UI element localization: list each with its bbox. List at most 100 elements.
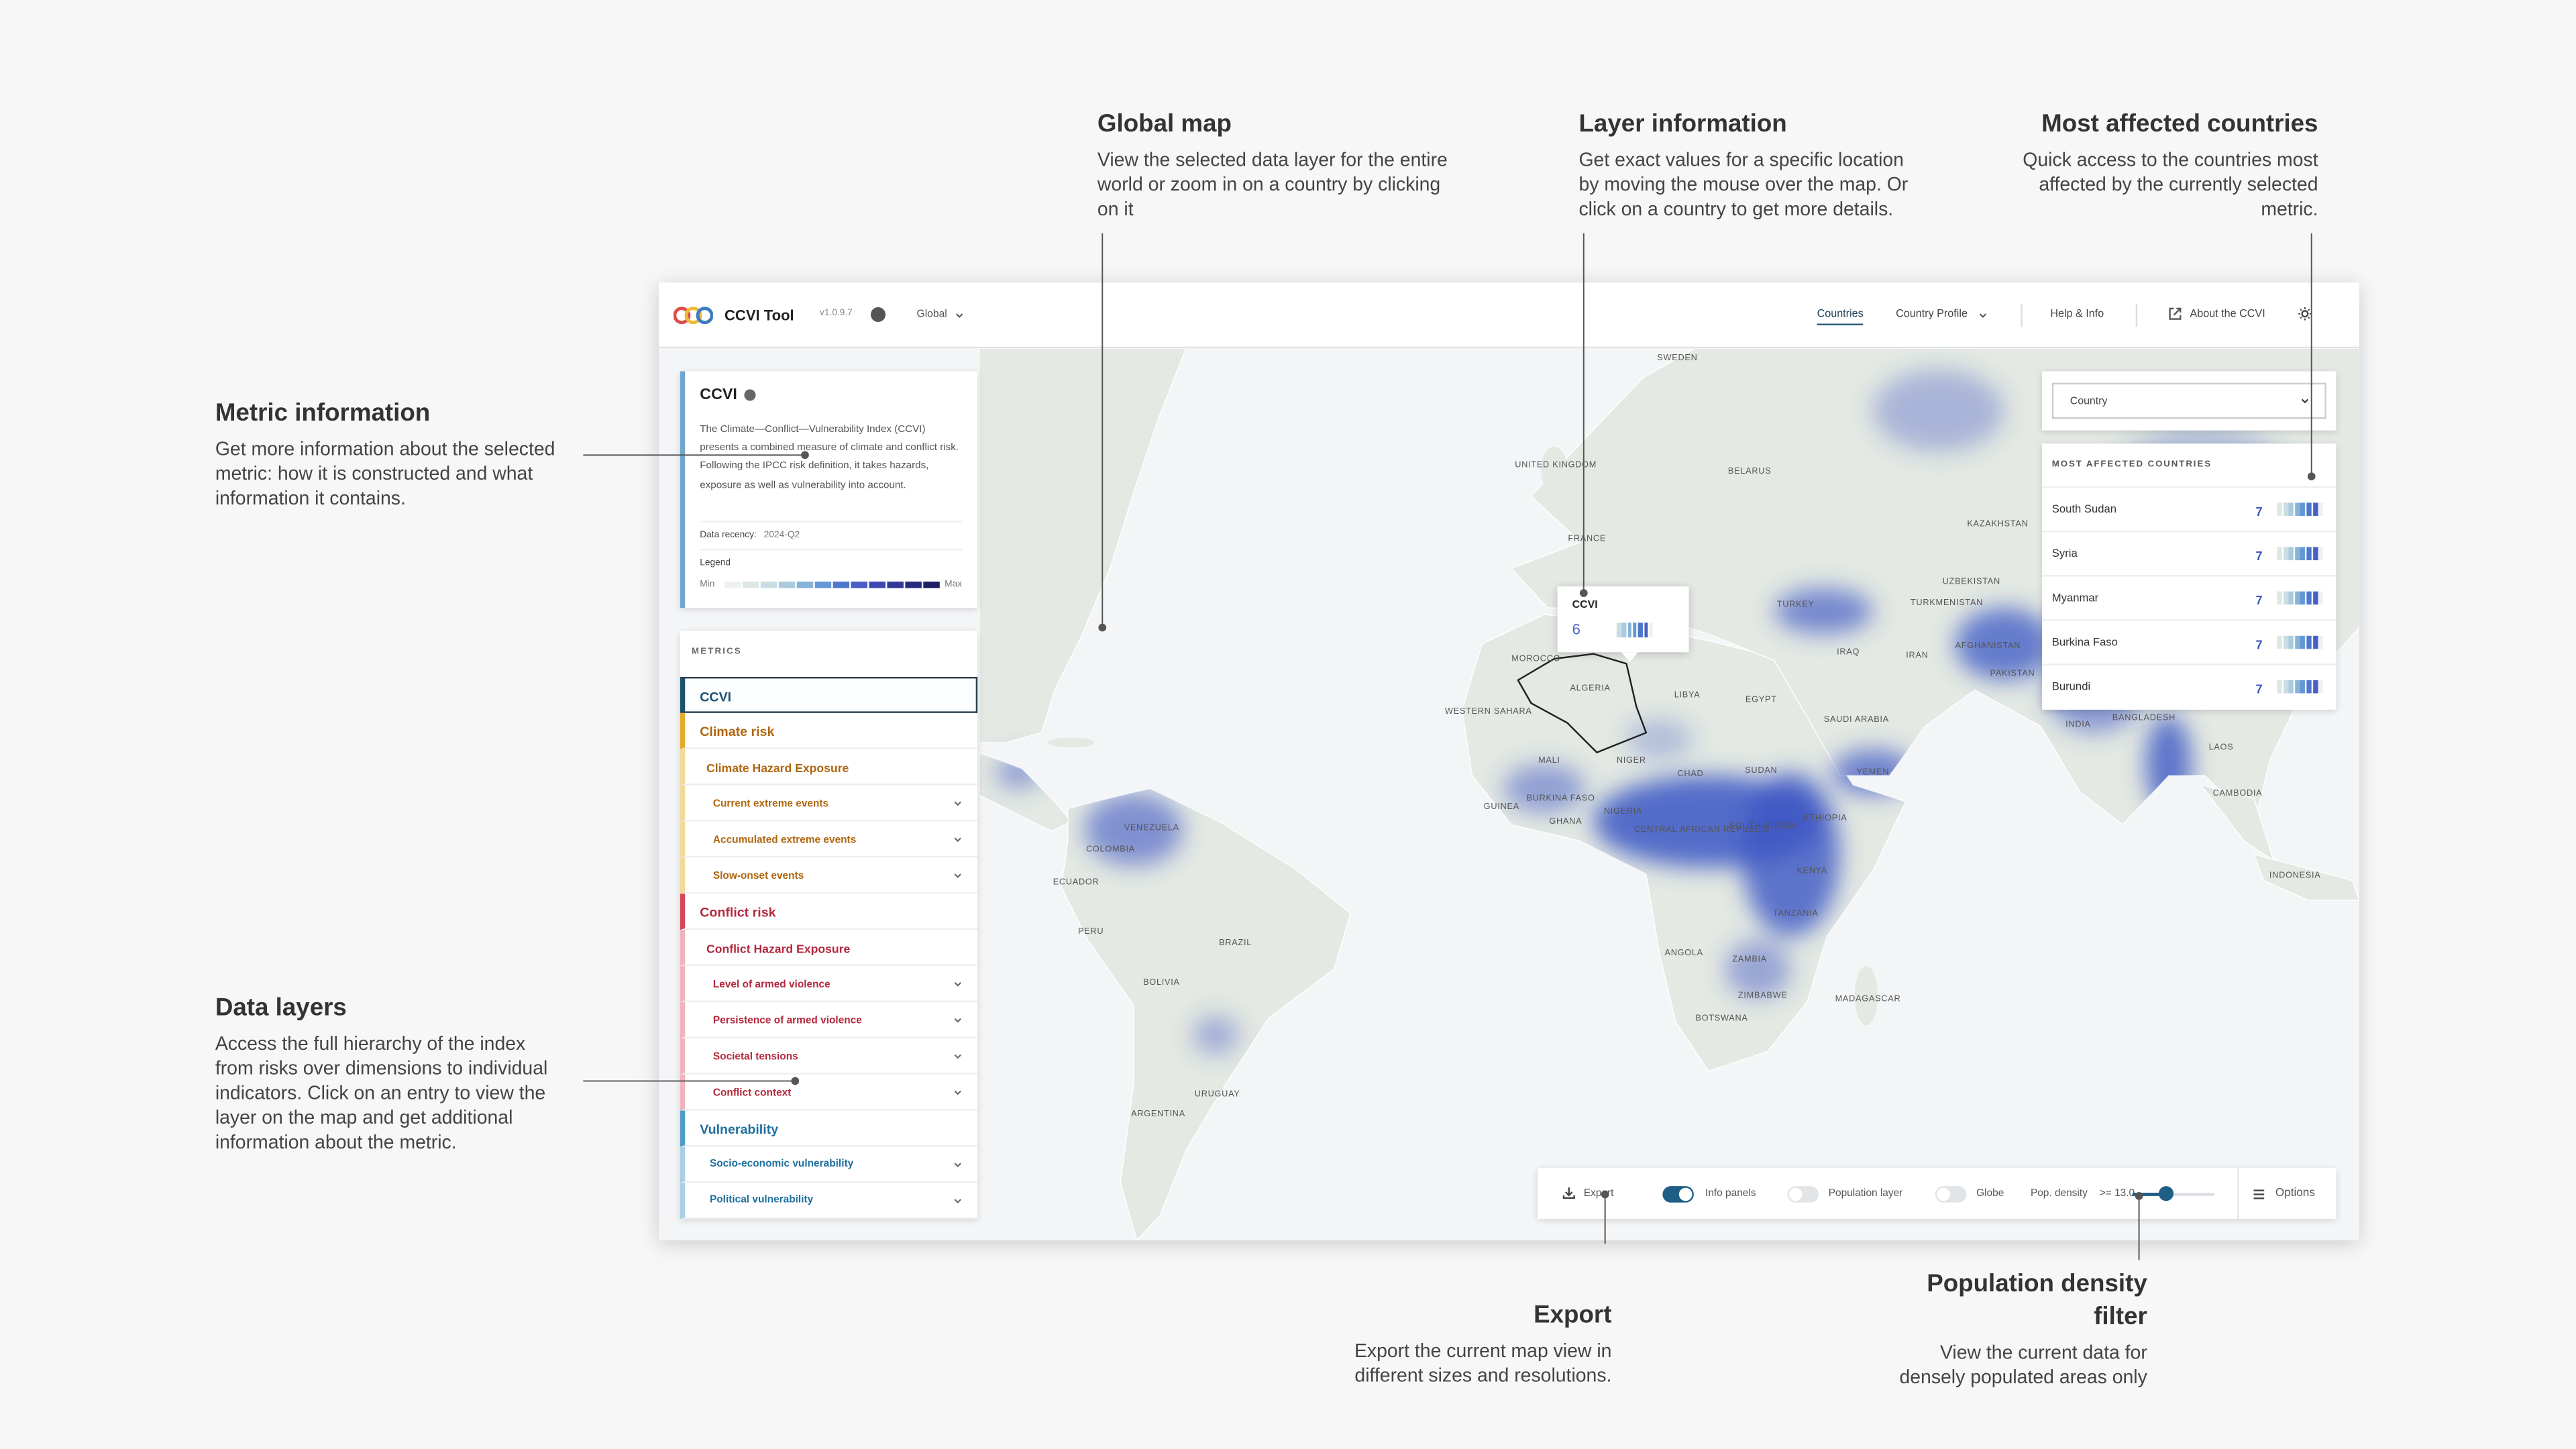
map-label: LAOS [2209, 742, 2234, 752]
metric-item[interactable]: Persistence of armed violence [680, 1002, 978, 1038]
slider-label: Pop. density [2030, 1187, 2088, 1199]
chevron-icon [954, 1054, 961, 1059]
legend-swatch [905, 581, 922, 588]
metric-item-label: Socio-economic vulnerability [709, 1157, 854, 1169]
value-cell [2312, 502, 2318, 516]
metric-item-label: Political vulnerability [709, 1193, 814, 1205]
tooltip-value: 6 [1572, 621, 1580, 638]
hotspot [1503, 763, 1586, 814]
chevron-path [954, 837, 961, 843]
metric-item[interactable]: Vulnerability [680, 1110, 978, 1147]
app-name: CCVI Tool [724, 307, 794, 324]
annotation: Data layers Access the full hierarchy of … [215, 992, 569, 1155]
toggle-label: Info panels [1705, 1187, 1756, 1199]
metric-item[interactable]: Conflict Hazard Exposure [680, 930, 978, 967]
metric-title: CCVI [700, 386, 737, 405]
export-button[interactable]: Export [1583, 1187, 1614, 1199]
value-cell [2277, 547, 2282, 561]
toggle[interactable] [1662, 1185, 1694, 1202]
annotation-title: Global map [1097, 110, 1232, 138]
map-label: KAZAKHSTAN [1967, 519, 2028, 529]
country-row[interactable]: Syria 7 [2042, 531, 2337, 575]
info-circle [870, 307, 886, 323]
country-select-panel: Country [2042, 371, 2337, 431]
land-shape [1061, 788, 1351, 1240]
theme-toggle[interactable] [2298, 307, 2312, 321]
nav-link[interactable]: Country Profile [1896, 309, 1968, 321]
country-row[interactable]: South Sudan 7 [2042, 486, 2337, 531]
value-cell [1633, 623, 1638, 638]
metric-item[interactable]: CCVI [680, 676, 978, 713]
tooltip-pointer [1621, 652, 1638, 662]
options-button[interactable]: Options [2275, 1187, 2315, 1199]
metric-item[interactable]: Socio-economic vulnerability [680, 1146, 978, 1183]
info-icon [744, 389, 756, 401]
country-row[interactable]: Burundi 7 [2042, 663, 2337, 708]
country-row[interactable]: Myanmar 7 [2042, 575, 2337, 619]
map-label: BRAZIL [1219, 937, 1252, 947]
chevron-icon [2301, 398, 2309, 404]
value-cell [2277, 591, 2282, 605]
value-cell [2288, 591, 2294, 605]
metric-item-label: CCVI [700, 689, 732, 704]
metric-item[interactable]: Current extreme events [680, 785, 978, 822]
nav-link[interactable]: Help & Info [2050, 309, 2104, 321]
scope-select[interactable]: Global [916, 309, 947, 321]
metric-item-label: Level of armed violence [712, 978, 830, 990]
chevron-path [1979, 313, 1987, 318]
select-placeholder: Country [2070, 396, 2108, 408]
map-label: ZIMBABWE [1738, 989, 1788, 1000]
metric-item[interactable]: Accumulated extreme events [680, 821, 978, 858]
value-cell [2283, 502, 2288, 516]
chevron-icon [956, 313, 963, 318]
metrics-title: METRICS [692, 647, 742, 657]
sun [2301, 310, 2309, 318]
chevron-icon [954, 1090, 961, 1095]
map-toolbar: Export Info panels Population layer Globe Po… [1538, 1168, 2337, 1220]
divider [700, 548, 963, 551]
value-tooltip: CCVI 6 [1557, 586, 1689, 662]
value-cell [2300, 502, 2306, 516]
country-select[interactable]: Country [2051, 382, 2326, 419]
country-value: 7 [2255, 681, 2263, 696]
map-label: LIBYA [1674, 689, 1701, 699]
slider-knob[interactable] [2158, 1186, 2174, 1201]
chevron-icon [954, 801, 961, 806]
country-row[interactable]: Burkina Faso 7 [2042, 619, 2337, 663]
metric-item[interactable]: Slow-onset events [680, 857, 978, 894]
metric-item[interactable]: Conflict context [680, 1074, 978, 1111]
legend-swatch [778, 581, 796, 588]
toggle-knob [1937, 1187, 1950, 1200]
country-value-bar [2277, 635, 2326, 649]
external-link-path [2169, 307, 2182, 320]
value-cell [2306, 680, 2312, 694]
chevron-path [954, 1199, 961, 1203]
metric-item[interactable]: Political vulnerability [680, 1183, 978, 1220]
map-label: UNITED KINGDOM [1515, 459, 1597, 469]
map-label: ARGENTINA [1131, 1108, 1185, 1118]
map-label: TURKEY [1777, 599, 1815, 609]
value-cell [2294, 591, 2300, 605]
toggle[interactable] [1935, 1185, 1967, 1202]
metric-item[interactable]: Societal tensions [680, 1038, 978, 1075]
chevron-path [954, 1163, 961, 1167]
metric-item[interactable]: Climate risk [680, 712, 978, 749]
metric-item-label: Persistence of armed violence [712, 1014, 862, 1026]
legend-swatch [760, 581, 778, 588]
value-cell [2283, 547, 2288, 561]
annotation-title: Export [1534, 1301, 1612, 1330]
legend-swatch [869, 581, 886, 588]
nav-link[interactable]: Countries [1817, 309, 1864, 325]
metric-item[interactable]: Conflict risk [680, 894, 978, 930]
value-cell [2306, 591, 2312, 605]
annotation-text: Get exact values for a specific location… [1578, 149, 1909, 221]
nav-link[interactable]: About the CCVI [2190, 309, 2265, 321]
chevron-path [956, 313, 963, 318]
toggle[interactable] [1787, 1185, 1819, 1202]
logo-ring [696, 307, 713, 325]
metric-item[interactable]: Climate Hazard Exposure [680, 749, 978, 786]
metric-item[interactable]: Level of armed violence [680, 966, 978, 1002]
legend-swatch [887, 581, 904, 588]
metric-description: The Climate—Conflict—Vulnerability Index… [700, 423, 959, 491]
annotation-text: View the current data for densely popula… [1899, 1342, 2147, 1389]
